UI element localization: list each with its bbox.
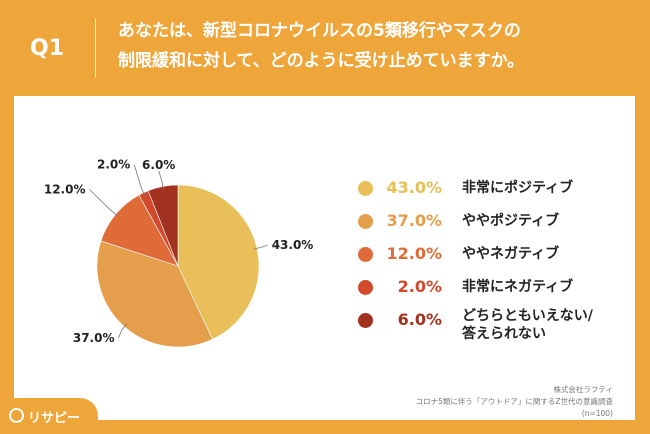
legend-percent: 37.0%: [386, 211, 442, 230]
leader-line: [89, 189, 119, 217]
magnifier-icon: [9, 408, 24, 423]
legend-percent: 12.0%: [386, 244, 442, 263]
source-company: 株式会社ラフティ: [553, 385, 613, 394]
header-divider: [95, 18, 96, 78]
data-label: 2.0%: [97, 158, 130, 172]
legend-swatch: [358, 181, 373, 196]
legend-swatch: [358, 280, 373, 295]
data-label: 37.0%: [73, 331, 115, 345]
question-number: Q1: [30, 36, 65, 61]
legend-label-line-2: 答えられない: [462, 326, 546, 342]
chart-panel: 43.0% 37.0% 12.0% 2.0% 6.0% 43.0% 非常にポジティブ 3…: [14, 96, 635, 420]
question-line-1: あなたは、新型コロナウイルスの5類移行やマスクの: [118, 21, 521, 41]
legend-label-line-1: どちらともいえない/: [462, 308, 593, 324]
leader-line: [133, 164, 146, 196]
legend-label: ややネガティブ: [462, 246, 560, 262]
sample-size: (n=100): [581, 409, 613, 418]
leader-line: [253, 244, 268, 250]
legend-label: 非常にポジティブ: [462, 180, 574, 196]
leader-line: [158, 170, 164, 190]
legend-swatch: [358, 214, 373, 229]
source-survey: コロナ5類に伴う「アウトドア」に関するZ世代の意識調査: [415, 397, 613, 406]
legend-percent: 43.0%: [386, 178, 442, 197]
source-note: 株式会社ラフティ コロナ5類に伴う「アウトドア」に関するZ世代の意識調査 (n=…: [416, 384, 613, 420]
leader-line: [118, 324, 127, 339]
question-text: あなたは、新型コロナウイルスの5類移行やマスクの 制限緩和に対して、どのように受…: [118, 16, 638, 76]
logo-text: リサピー: [28, 411, 81, 426]
legend-label: どちらともいえない/ 答えられない: [462, 307, 622, 343]
question-line-2: 制限緩和に対して、どのように受け止めていますか。: [118, 51, 525, 71]
data-label: 6.0%: [142, 158, 175, 172]
legend-label: 非常にネガティブ: [462, 279, 574, 295]
pie-chart: 43.0% 37.0% 12.0% 2.0% 6.0%: [44, 158, 314, 348]
legend-swatch: [358, 313, 373, 328]
data-label: 12.0%: [44, 183, 86, 197]
legend-swatch: [358, 247, 373, 262]
legend-label: ややポジティブ: [462, 213, 560, 229]
legend-percent: 6.0%: [397, 310, 442, 329]
brand-logo: リサピー: [0, 398, 98, 434]
legend-percent: 2.0%: [397, 277, 442, 296]
data-label: 43.0%: [272, 238, 314, 252]
